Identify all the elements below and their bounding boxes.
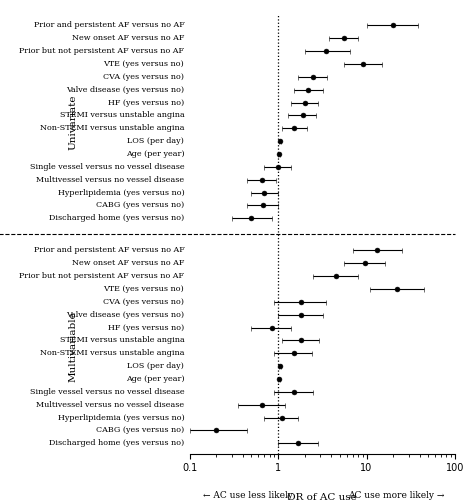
Text: CVA (yes versus no): CVA (yes versus no) — [103, 73, 184, 81]
Text: Age (per year): Age (per year) — [126, 150, 184, 158]
Text: Prior but not persistent AF versus no AF: Prior but not persistent AF versus no AF — [19, 272, 184, 280]
Text: VTE (yes versus no): VTE (yes versus no) — [103, 285, 184, 293]
Text: Age (per year): Age (per year) — [126, 375, 184, 383]
Text: CVA (yes versus no): CVA (yes versus no) — [103, 298, 184, 306]
Text: Valve disease (yes versus no): Valve disease (yes versus no) — [66, 311, 184, 319]
Text: Discharged home (yes versus no): Discharged home (yes versus no) — [49, 214, 184, 222]
Text: VTE (yes versus no): VTE (yes versus no) — [103, 60, 184, 68]
X-axis label: OR of AC use: OR of AC use — [287, 493, 357, 502]
Text: AC use more likely →: AC use more likely → — [348, 491, 445, 500]
Text: Hyperlipidemia (yes versus no): Hyperlipidemia (yes versus no) — [57, 414, 184, 421]
Text: CABG (yes versus no): CABG (yes versus no) — [96, 426, 184, 434]
Text: STEMI versus unstable angina: STEMI versus unstable angina — [60, 111, 184, 119]
Text: HF (yes versus no): HF (yes versus no) — [108, 324, 184, 332]
Text: Non-STEMI versus unstable angina: Non-STEMI versus unstable angina — [40, 349, 184, 357]
Text: STEMI versus unstable angina: STEMI versus unstable angina — [60, 337, 184, 344]
Text: Valve disease (yes versus no): Valve disease (yes versus no) — [66, 86, 184, 94]
Text: Single vessel versus no vessel disease: Single vessel versus no vessel disease — [30, 163, 184, 171]
Text: Hyperlipidemia (yes versus no): Hyperlipidemia (yes versus no) — [57, 188, 184, 197]
Text: LOS (per day): LOS (per day) — [128, 137, 184, 145]
Text: HF (yes versus no): HF (yes versus no) — [108, 99, 184, 106]
Text: CABG (yes versus no): CABG (yes versus no) — [96, 202, 184, 210]
Text: New onset AF versus no AF: New onset AF versus no AF — [72, 34, 184, 42]
Text: New onset AF versus no AF: New onset AF versus no AF — [72, 259, 184, 267]
Text: Prior but not persistent AF versus no AF: Prior but not persistent AF versus no AF — [19, 47, 184, 55]
Text: Multivariable: Multivariable — [68, 311, 77, 382]
Text: Non-STEMI versus unstable angina: Non-STEMI versus unstable angina — [40, 124, 184, 132]
Text: Multivessel versus no vessel disease: Multivessel versus no vessel disease — [36, 176, 184, 184]
Text: Prior and persistent AF versus no AF: Prior and persistent AF versus no AF — [34, 246, 184, 255]
Text: LOS (per day): LOS (per day) — [128, 362, 184, 370]
Text: Univariate: Univariate — [68, 94, 77, 150]
Text: Discharged home (yes versus no): Discharged home (yes versus no) — [49, 439, 184, 448]
Text: ← AC use less likely: ← AC use less likely — [203, 491, 293, 500]
Text: Single vessel versus no vessel disease: Single vessel versus no vessel disease — [30, 388, 184, 396]
Text: Multivessel versus no vessel disease: Multivessel versus no vessel disease — [36, 401, 184, 409]
Text: Prior and persistent AF versus no AF: Prior and persistent AF versus no AF — [34, 21, 184, 29]
